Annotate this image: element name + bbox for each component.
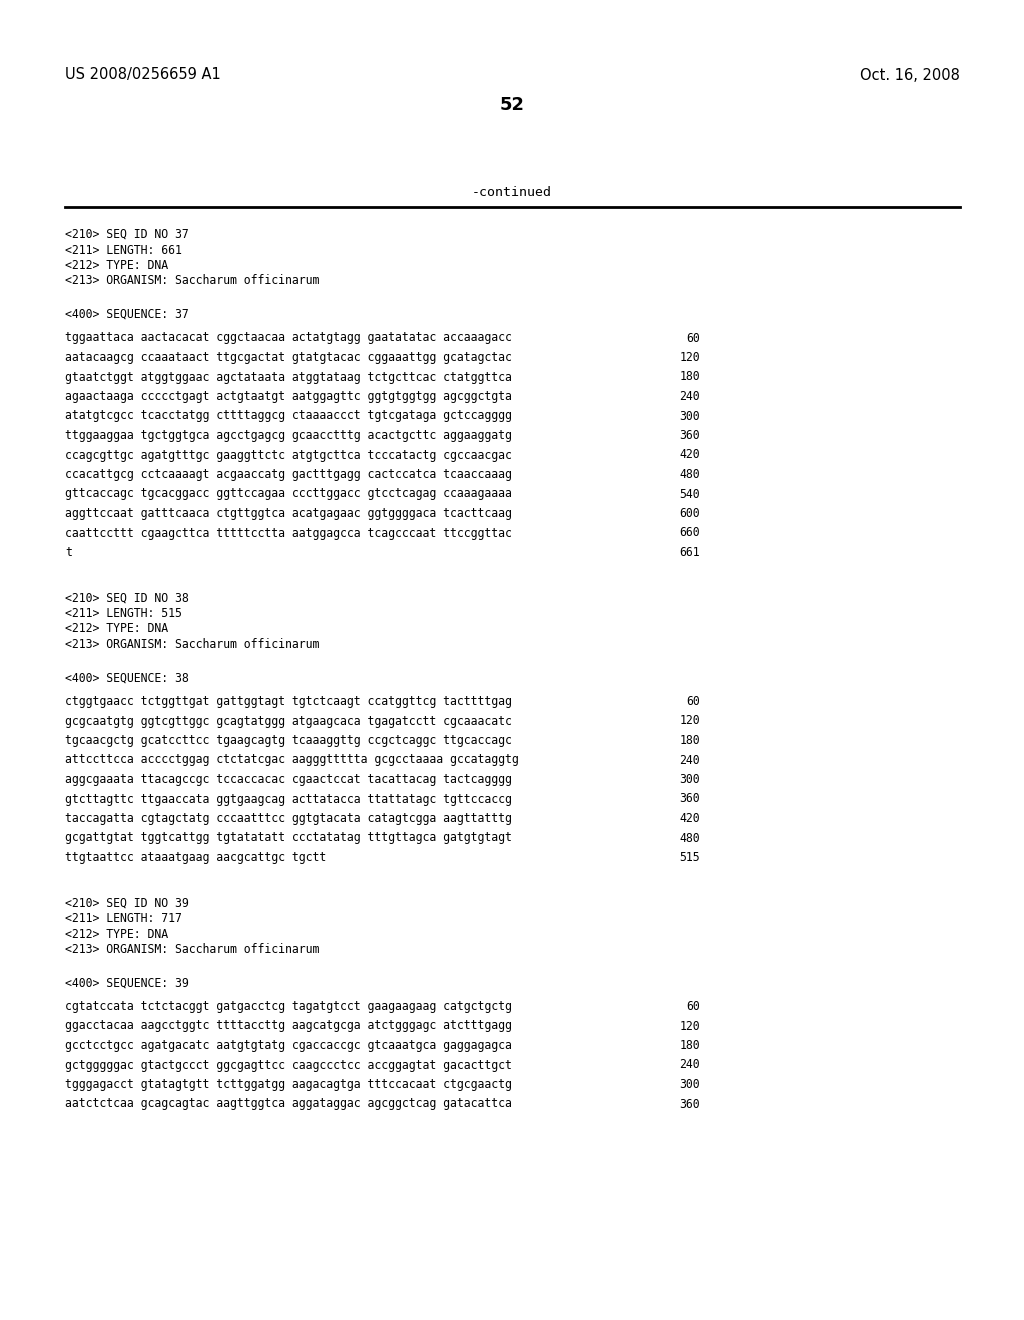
Text: 120: 120 <box>679 1019 700 1032</box>
Text: caattccttt cgaagcttca tttttcctta aatggagcca tcagcccaat ttccggttac: caattccttt cgaagcttca tttttcctta aatggag… <box>65 527 512 540</box>
Text: ctggtgaacc tctggttgat gattggtagt tgtctcaagt ccatggttcg tacttttgag: ctggtgaacc tctggttgat gattggtagt tgtctca… <box>65 696 512 708</box>
Text: <400> SEQUENCE: 39: <400> SEQUENCE: 39 <box>65 977 188 990</box>
Text: ttgtaattcc ataaatgaag aacgcattgc tgctt: ttgtaattcc ataaatgaag aacgcattgc tgctt <box>65 851 327 865</box>
Text: 120: 120 <box>679 714 700 727</box>
Text: -continued: -continued <box>472 186 552 199</box>
Text: 600: 600 <box>679 507 700 520</box>
Text: <211> LENGTH: 515: <211> LENGTH: 515 <box>65 607 182 620</box>
Text: aatctctcaa gcagcagtac aagttggtca aggataggac agcggctcag gatacattca: aatctctcaa gcagcagtac aagttggtca aggatag… <box>65 1097 512 1110</box>
Text: agaactaaga ccccctgagt actgtaatgt aatggagttc ggtgtggtgg agcggctgta: agaactaaga ccccctgagt actgtaatgt aatggag… <box>65 389 512 403</box>
Text: aatacaagcg ccaaataact ttgcgactat gtatgtacac cggaaattgg gcatagctac: aatacaagcg ccaaataact ttgcgactat gtatgta… <box>65 351 512 364</box>
Text: US 2008/0256659 A1: US 2008/0256659 A1 <box>65 67 221 82</box>
Text: atatgtcgcc tcacctatgg cttttaggcg ctaaaaccct tgtcgataga gctccagggg: atatgtcgcc tcacctatgg cttttaggcg ctaaaac… <box>65 409 512 422</box>
Text: tgggagacct gtatagtgtt tcttggatgg aagacagtga tttccacaat ctgcgaactg: tgggagacct gtatagtgtt tcttggatgg aagacag… <box>65 1078 512 1092</box>
Text: 60: 60 <box>686 331 700 345</box>
Text: gcgcaatgtg ggtcgttggc gcagtatggg atgaagcaca tgagatcctt cgcaaacatc: gcgcaatgtg ggtcgttggc gcagtatggg atgaagc… <box>65 714 512 727</box>
Text: aggttccaat gatttcaaca ctgttggtca acatgagaac ggtggggaca tcacttcaag: aggttccaat gatttcaaca ctgttggtca acatgag… <box>65 507 512 520</box>
Text: gctgggggac gtactgccct ggcgagttcc caagccctcc accggagtat gacacttgct: gctgggggac gtactgccct ggcgagttcc caagccc… <box>65 1059 512 1072</box>
Text: ggacctacaa aagcctggtc ttttaccttg aagcatgcga atctgggagc atctttgagg: ggacctacaa aagcctggtc ttttaccttg aagcatg… <box>65 1019 512 1032</box>
Text: 360: 360 <box>679 792 700 805</box>
Text: <400> SEQUENCE: 38: <400> SEQUENCE: 38 <box>65 672 188 685</box>
Text: gttcaccagc tgcacggacc ggttccagaa cccttggacc gtcctcagag ccaaagaaaa: gttcaccagc tgcacggacc ggttccagaa cccttgg… <box>65 487 512 500</box>
Text: <211> LENGTH: 661: <211> LENGTH: 661 <box>65 243 182 256</box>
Text: 240: 240 <box>679 754 700 767</box>
Text: 360: 360 <box>679 1097 700 1110</box>
Text: <212> TYPE: DNA: <212> TYPE: DNA <box>65 623 168 635</box>
Text: 480: 480 <box>679 832 700 845</box>
Text: <213> ORGANISM: Saccharum officinarum: <213> ORGANISM: Saccharum officinarum <box>65 275 319 288</box>
Text: 420: 420 <box>679 812 700 825</box>
Text: tggaattaca aactacacat cggctaacaa actatgtagg gaatatatac accaaagacc: tggaattaca aactacacat cggctaacaa actatgt… <box>65 331 512 345</box>
Text: 60: 60 <box>686 1001 700 1012</box>
Text: 60: 60 <box>686 696 700 708</box>
Text: t: t <box>65 546 72 558</box>
Text: gtaatctggt atggtggaac agctataata atggtataag tctgcttcac ctatggttca: gtaatctggt atggtggaac agctataata atggtat… <box>65 371 512 384</box>
Text: gcgattgtat tggtcattgg tgtatatatt ccctatatag tttgttagca gatgtgtagt: gcgattgtat tggtcattgg tgtatatatt ccctata… <box>65 832 512 845</box>
Text: 240: 240 <box>679 1059 700 1072</box>
Text: <213> ORGANISM: Saccharum officinarum: <213> ORGANISM: Saccharum officinarum <box>65 942 319 956</box>
Text: tgcaacgctg gcatccttcc tgaagcagtg tcaaaggttg ccgctcaggc ttgcaccagc: tgcaacgctg gcatccttcc tgaagcagtg tcaaagg… <box>65 734 512 747</box>
Text: <213> ORGANISM: Saccharum officinarum: <213> ORGANISM: Saccharum officinarum <box>65 638 319 651</box>
Text: 180: 180 <box>679 1039 700 1052</box>
Text: taccagatta cgtagctatg cccaatttcc ggtgtacata catagtcgga aagttatttg: taccagatta cgtagctatg cccaatttcc ggtgtac… <box>65 812 512 825</box>
Text: 360: 360 <box>679 429 700 442</box>
Text: 120: 120 <box>679 351 700 364</box>
Text: gtcttagttc ttgaaccata ggtgaagcag acttatacca ttattatagc tgttccaccg: gtcttagttc ttgaaccata ggtgaagcag acttata… <box>65 792 512 805</box>
Text: 420: 420 <box>679 449 700 462</box>
Text: 540: 540 <box>679 487 700 500</box>
Text: <400> SEQUENCE: 37: <400> SEQUENCE: 37 <box>65 308 188 321</box>
Text: 180: 180 <box>679 734 700 747</box>
Text: <210> SEQ ID NO 37: <210> SEQ ID NO 37 <box>65 228 188 242</box>
Text: <211> LENGTH: 717: <211> LENGTH: 717 <box>65 912 182 925</box>
Text: 300: 300 <box>679 409 700 422</box>
Text: Oct. 16, 2008: Oct. 16, 2008 <box>860 67 961 82</box>
Text: 515: 515 <box>679 851 700 865</box>
Text: cgtatccata tctctacggt gatgacctcg tagatgtcct gaagaagaag catgctgctg: cgtatccata tctctacggt gatgacctcg tagatgt… <box>65 1001 512 1012</box>
Text: ccagcgttgc agatgtttgc gaaggttctc atgtgcttca tcccatactg cgccaacgac: ccagcgttgc agatgtttgc gaaggttctc atgtgct… <box>65 449 512 462</box>
Text: 300: 300 <box>679 1078 700 1092</box>
Text: 240: 240 <box>679 389 700 403</box>
Text: <210> SEQ ID NO 38: <210> SEQ ID NO 38 <box>65 591 188 605</box>
Text: 660: 660 <box>679 527 700 540</box>
Text: <212> TYPE: DNA: <212> TYPE: DNA <box>65 928 168 940</box>
Text: 480: 480 <box>679 469 700 480</box>
Text: 300: 300 <box>679 774 700 785</box>
Text: 52: 52 <box>500 96 524 114</box>
Text: attccttcca acccctggag ctctatcgac aagggttttta gcgcctaaaa gccataggtg: attccttcca acccctggag ctctatcgac aagggtt… <box>65 754 519 767</box>
Text: ccacattgcg cctcaaaagt acgaaccatg gactttgagg cactccatca tcaaccaaag: ccacattgcg cctcaaaagt acgaaccatg gactttg… <box>65 469 512 480</box>
Text: 661: 661 <box>679 546 700 558</box>
Text: 180: 180 <box>679 371 700 384</box>
Text: <212> TYPE: DNA: <212> TYPE: DNA <box>65 259 168 272</box>
Text: aggcgaaata ttacagccgc tccaccacac cgaactccat tacattacag tactcagggg: aggcgaaata ttacagccgc tccaccacac cgaactc… <box>65 774 512 785</box>
Text: <210> SEQ ID NO 39: <210> SEQ ID NO 39 <box>65 896 188 909</box>
Text: gcctcctgcc agatgacatc aatgtgtatg cgaccaccgc gtcaaatgca gaggagagca: gcctcctgcc agatgacatc aatgtgtatg cgaccac… <box>65 1039 512 1052</box>
Text: ttggaaggaa tgctggtgca agcctgagcg gcaacctttg acactgcttc aggaaggatg: ttggaaggaa tgctggtgca agcctgagcg gcaacct… <box>65 429 512 442</box>
